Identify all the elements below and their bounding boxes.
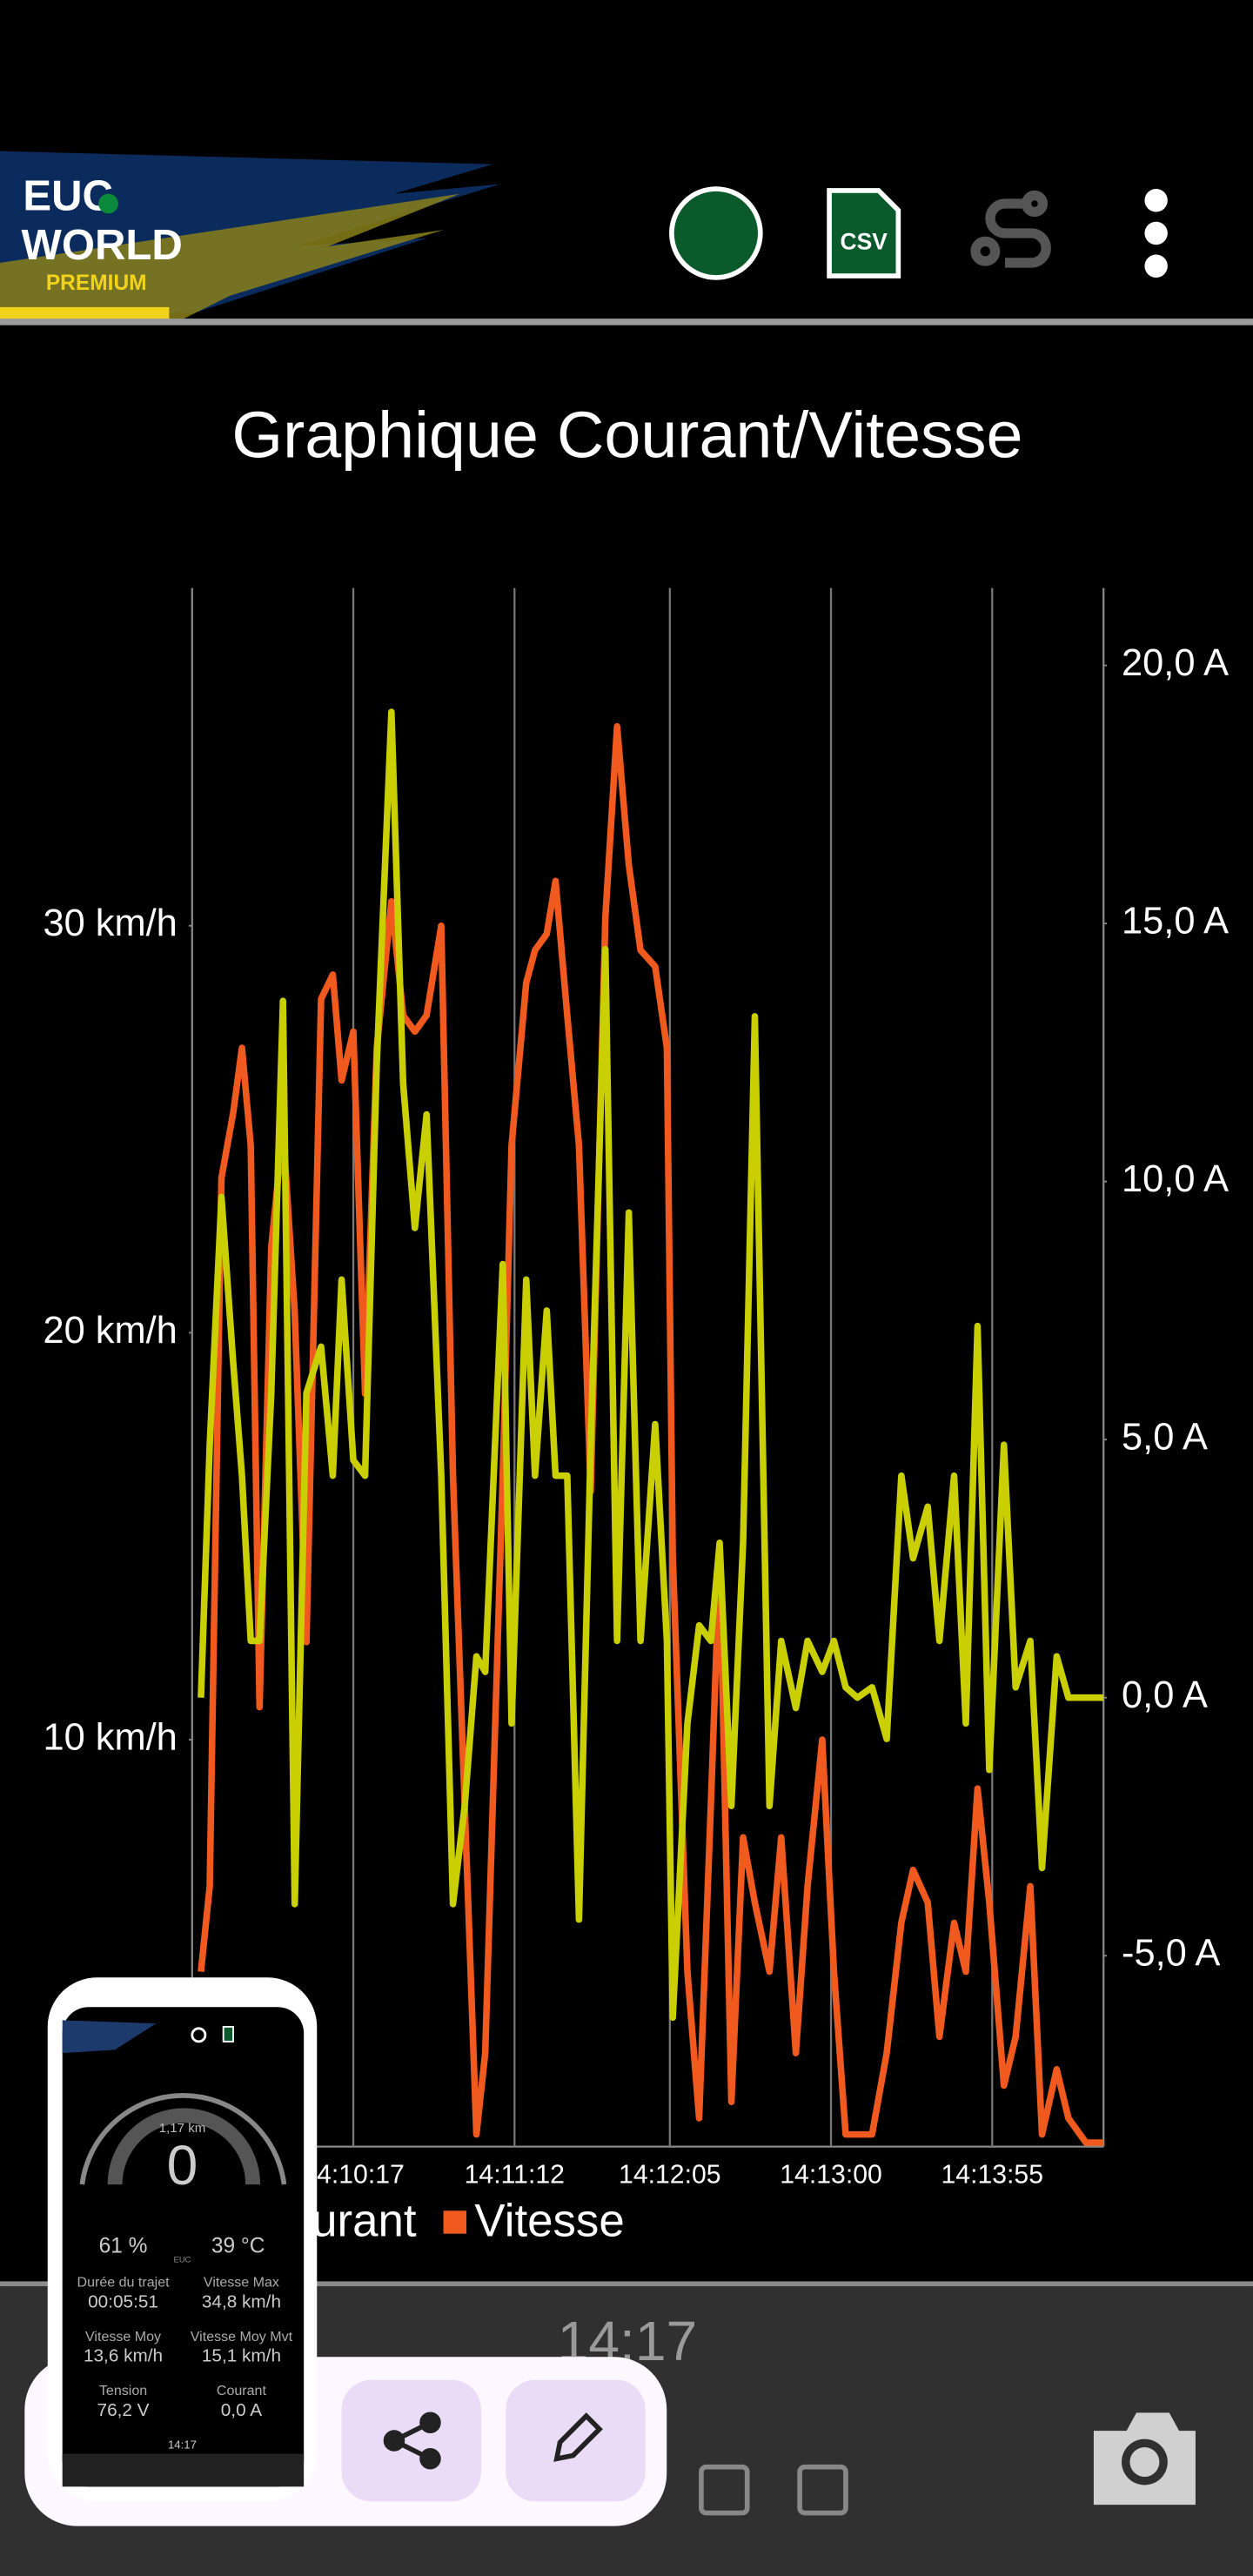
menu-button[interactable] — [1144, 189, 1168, 278]
x-tick-label: 14:11:12 — [465, 2161, 565, 2190]
legend-swatch — [443, 2210, 466, 2234]
y2-tick-label: 15,0 A — [1122, 901, 1229, 943]
logo-text: PREMIUM — [46, 272, 147, 295]
camera-button[interactable] — [1093, 2412, 1196, 2506]
thumbnail-stat-label: Tension — [99, 2383, 147, 2398]
y-tick-label: 30 km/h — [43, 902, 177, 944]
thumbnail-dial — [79, 2093, 287, 2185]
app-bar: EUC WORLD PREMIUM CSV — [0, 151, 1253, 325]
share-icon — [383, 2412, 441, 2470]
y2-tick-label: -5,0 A — [1122, 1933, 1220, 1975]
chart-title: Graphique Courant/Vitesse — [231, 399, 1022, 472]
thumbnail-text: 61 % — [99, 2234, 148, 2257]
y2-tick-label: 20,0 A — [1122, 642, 1229, 684]
edit-button[interactable] — [506, 2379, 646, 2502]
thumbnail-icon — [222, 2025, 234, 2043]
nav-button[interactable] — [797, 2464, 848, 2516]
series-line — [198, 708, 1104, 2022]
thumbnail-nav — [62, 2453, 305, 2487]
record-button[interactable] — [669, 186, 763, 280]
divider — [0, 319, 1253, 325]
thumbnail-stat-value: 15,1 km/h — [202, 2346, 281, 2366]
bottom-divider — [0, 2281, 1253, 2287]
logo-text: EUC — [23, 172, 113, 219]
x-tick-label: 14:12:05 — [619, 2161, 721, 2190]
thumbnail-stat-label: Vitesse Moy Mvt — [191, 2329, 293, 2345]
y2-tick-label: 10,0 A — [1122, 1158, 1229, 1200]
y-tick-label: 20 km/h — [43, 1310, 177, 1352]
series-line — [198, 722, 1104, 2146]
logo-bar — [0, 306, 170, 321]
thumbnail-stat-value: 76,2 V — [97, 2400, 150, 2420]
thumbnail-stat-label: Vitesse Moy — [85, 2329, 161, 2345]
y2-tick-label: 0,0 A — [1122, 1674, 1208, 1716]
logo-dot — [98, 193, 118, 214]
thumbnail-stat-value: 34,8 km/h — [202, 2291, 281, 2311]
thumbnail-stat-label: Vitesse Max — [204, 2275, 279, 2291]
share-button[interactable] — [341, 2379, 481, 2502]
x-tick-label: 14:10:17 — [302, 2161, 405, 2190]
logo-brush-yellow — [0, 193, 460, 321]
logo-text: WORLD — [22, 222, 183, 269]
thumbnail-stat-value: 0,0 A — [221, 2400, 262, 2420]
x-tick-label: 14:13:00 — [780, 2161, 882, 2190]
nav-button[interactable] — [699, 2464, 750, 2516]
y-tick-label: 10 km/h — [43, 1717, 177, 1759]
csv-button[interactable] — [827, 188, 901, 278]
thumbnail-stat-label: Durée du trajet — [77, 2275, 171, 2291]
thumbnail-text: 14:17 — [168, 2438, 197, 2452]
thumbnail-screen — [62, 2007, 305, 2487]
route-button[interactable] — [970, 190, 1051, 268]
csv-label: CSV — [841, 228, 888, 254]
thumbnail-text: 1,17 km — [159, 2121, 206, 2136]
thumbnail-icon — [191, 2027, 207, 2043]
thumbnail-stat-label: Courant — [217, 2383, 267, 2398]
thumbnail-stat-value: 00:05:51 — [88, 2291, 158, 2311]
plot: 14:10:17 14:11:12 14:12:05 14:13:00 14:13:55… — [43, 587, 1229, 2246]
thumbnail-text: 0 — [167, 2134, 198, 2197]
thumbnail[interactable]: 1,17 km 0 61 % 39 °C EUC Durée du trajet… — [47, 1977, 318, 2502]
thumbnail-text: 39 °C — [211, 2234, 265, 2257]
thumbnail-logo — [62, 2020, 157, 2054]
edit-icon — [553, 2412, 603, 2462]
thumbnail-stat-value: 13,6 km/h — [84, 2346, 163, 2366]
x-tick-label: 14:13:55 — [941, 2161, 1044, 2190]
legend-label: Vitesse — [474, 2195, 624, 2246]
y2-tick-label: 5,0 A — [1122, 1417, 1208, 1459]
thumbnail-dial — [107, 2108, 261, 2185]
thumbnail-text: EUC — [174, 2254, 191, 2264]
